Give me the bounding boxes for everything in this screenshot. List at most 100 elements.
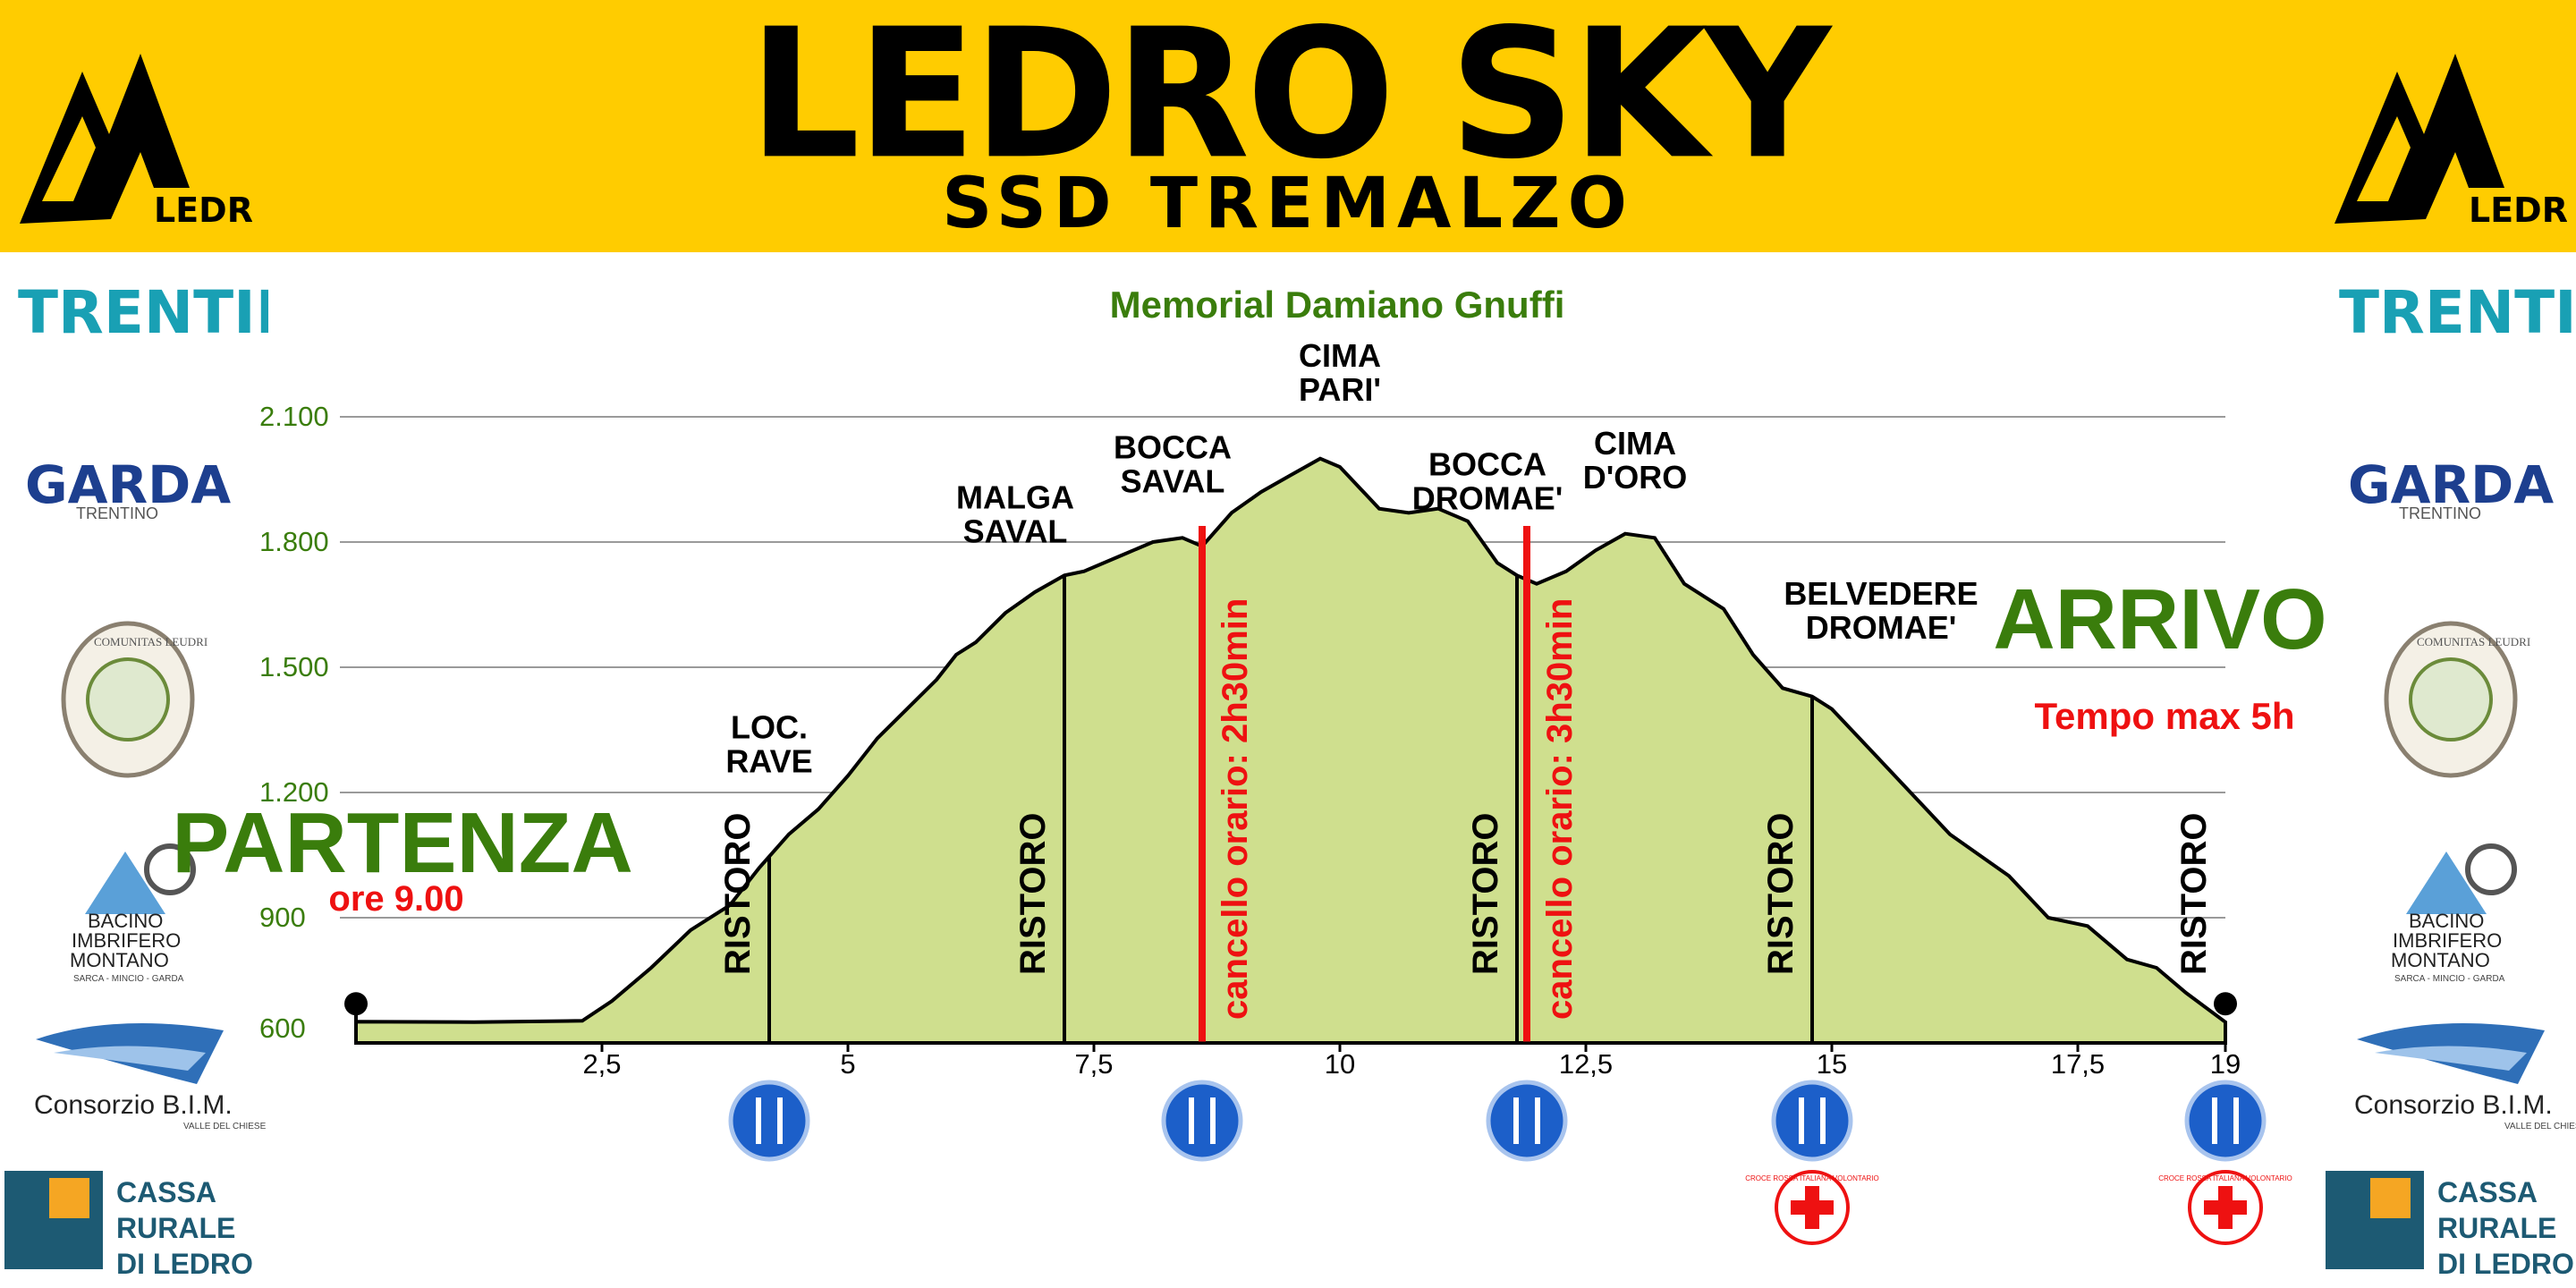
x-tick-label: 10 [1325, 1048, 1355, 1080]
place-label: BOCCA [1428, 445, 1546, 482]
place-label: SAVAL [1121, 463, 1225, 500]
event-title: LEDRO SKY [748, 0, 1831, 199]
y-tick-label: 1.800 [259, 526, 329, 557]
place-label: SAVAL [963, 513, 1068, 550]
aid-icon-circle [1771, 1080, 1853, 1162]
sponsor-column-left: TRENTINO GARDA TRENTINO COMUNITAS LEUDRI… [4, 278, 268, 1280]
start-time-label: ore 9.00 [328, 879, 463, 919]
trentino-logo: TRENTINO [18, 278, 268, 347]
ristoro-label: RISTORO [1466, 812, 1505, 975]
place-label: CIMA [1594, 425, 1676, 462]
bim-sub: VALLE DEL CHIESE [183, 1122, 267, 1131]
ristoro-label: RISTORO [1013, 812, 1053, 975]
aid-icon-circle [728, 1080, 810, 1162]
y-tick-label: 1.200 [259, 776, 329, 808]
aid-icon-circle [1161, 1080, 1243, 1162]
ristoro-label: RISTORO [1761, 812, 1801, 975]
bim-text: Consorzio B.I.M. [34, 1090, 233, 1120]
place-labels: LOC.RAVEMALGASAVALBOCCASAVALCIMAPARI'BOC… [725, 337, 1978, 779]
x-tick-label: 2,5 [582, 1048, 621, 1080]
cassa-line2: RURALE [116, 1212, 235, 1244]
logo-text: LEDRO SKY [154, 191, 252, 230]
bim-sub-right: VALLE DEL CHIESE [2504, 1122, 2576, 1131]
x-tick-label: 5 [840, 1048, 855, 1080]
event-subtitle: SSD TREMALZO [942, 164, 1634, 244]
header-banner [0, 0, 2576, 252]
cassa-line1-right: CASSA [2437, 1176, 2538, 1208]
cassa-line3: DI LEDRO [116, 1248, 253, 1280]
place-label: D'ORO [1583, 459, 1688, 496]
bacino-line2-right: IMBRIFERO [2393, 929, 2502, 952]
place-label: MALGA [956, 479, 1074, 516]
partenza-label: PARTENZA [172, 795, 633, 891]
y-tick-label: 900 [259, 902, 306, 933]
ristoro-markers: RISTORO RISTORO RISTORO RISTORO RISTORO [718, 575, 2214, 1043]
arrivo-label: ARRIVO [1993, 572, 2326, 667]
place-label: CIMA [1299, 337, 1381, 374]
cutoff-label: cancello orario: 2h30min [1216, 598, 1255, 1020]
red-cross-bar-h [1791, 1200, 1834, 1215]
y-tick-label: 600 [259, 1013, 306, 1044]
red-cross-text: CROCE ROSSA ITALIANA VOLONTARIO [1745, 1174, 1879, 1182]
x-tick-label: 15 [1817, 1048, 1847, 1080]
max-time-label: Tempo max 5h [2035, 695, 2295, 737]
bacino-sub-right: SARCA - MINCIO - GARDA [2394, 974, 2505, 984]
x-tick-label: 7,5 [1074, 1048, 1113, 1080]
sponsor-column-right: TRENTINO GARDA TRENTINO COMUNITAS LEUDRI… [2326, 278, 2576, 1280]
y-tick-label: 1.500 [259, 651, 329, 682]
red-cross-bar-h [2204, 1200, 2247, 1215]
y-axis-ticks: 600 900 1.200 1.500 1.800 2.100 [259, 401, 329, 1044]
place-label: LOC. [731, 708, 808, 745]
seal-text: COMUNITAS LEUDRI [94, 635, 208, 648]
y-tick-label: 2.100 [259, 401, 329, 432]
bacino-sub: SARCA - MINCIO - GARDA [73, 974, 184, 984]
bacino-mountain-icon [85, 852, 165, 914]
garda-sub-right: TRENTINO [2399, 504, 2481, 522]
aid-icon-circle [1486, 1080, 1568, 1162]
ristoro-label: RISTORO [2174, 812, 2214, 975]
x-tick-label: 12,5 [1559, 1048, 1613, 1080]
cutoff-markers: cancello orario: 2h30min cancello orario:… [1199, 526, 1580, 1043]
bacino-line1: BACINO [88, 910, 163, 932]
place-label: BELVEDERE [1784, 575, 1978, 612]
red-cross-icon: CROCE ROSSA ITALIANA VOLONTARIO [2158, 1170, 2292, 1245]
start-finish-points [344, 992, 2237, 1043]
trentino-logo-right: TRENTINO [2339, 278, 2576, 347]
ledro-sky-logo-right: LEDRO SKY [2334, 54, 2567, 230]
aid-icon-circle [2184, 1080, 2267, 1162]
bim-text-right: Consorzio B.I.M. [2354, 1090, 2553, 1120]
elevation-profile-area [354, 456, 2227, 1045]
ledro-sky-logo-left: LEDRO SKY [20, 54, 252, 230]
place-label: BOCCA [1114, 429, 1232, 466]
fork-knife-icon [1161, 1080, 1243, 1162]
bacino-line3: MONTANO [70, 949, 169, 971]
finish-point [2214, 992, 2237, 1016]
cassa-line2-right: RURALE [2437, 1212, 2556, 1244]
bacino-line2: IMBRIFERO [72, 929, 181, 952]
ristoro-label: RISTORO [718, 812, 758, 975]
x-tick-label: 19 [2210, 1048, 2241, 1080]
logo-text-right: LEDRO SKY [2469, 191, 2567, 230]
wheel-icon [144, 843, 196, 895]
place-label: DROMAE' [1806, 609, 1957, 646]
chart-title: Memorial Damiano Gnuffi [1110, 284, 1565, 326]
garda-logo-right: GARDA [2348, 454, 2554, 515]
x-axis: 2,5 5 7,5 10 12,5 15 17,5 19 [356, 1041, 2241, 1080]
x-tick-label: 17,5 [2051, 1048, 2105, 1080]
garda-logo: GARDA [25, 454, 231, 515]
fork-knife-icon [2184, 1080, 2267, 1162]
seal-text-right: COMUNITAS LEUDRI [2417, 635, 2530, 648]
bacino-mountain-icon-right [2406, 852, 2487, 914]
cutoff-label: cancello orario: 3h30min [1540, 598, 1580, 1020]
fork-knife-icon [728, 1080, 810, 1162]
place-label: PARI' [1299, 371, 1381, 408]
wheel-icon-right [2465, 843, 2517, 895]
fork-knife-icon [1771, 1080, 1853, 1162]
fork-knife-icon [1486, 1080, 1568, 1162]
aid-station-icons: CROCE ROSSA ITALIANA VOLONTARIO CROCE ROS… [728, 1080, 2292, 1245]
red-cross-text: CROCE ROSSA ITALIANA VOLONTARIO [2158, 1174, 2292, 1182]
cassa-line3-right: DI LEDRO [2437, 1248, 2574, 1280]
place-label: RAVE [725, 742, 812, 779]
bacino-line1-right: BACINO [2409, 910, 2484, 932]
